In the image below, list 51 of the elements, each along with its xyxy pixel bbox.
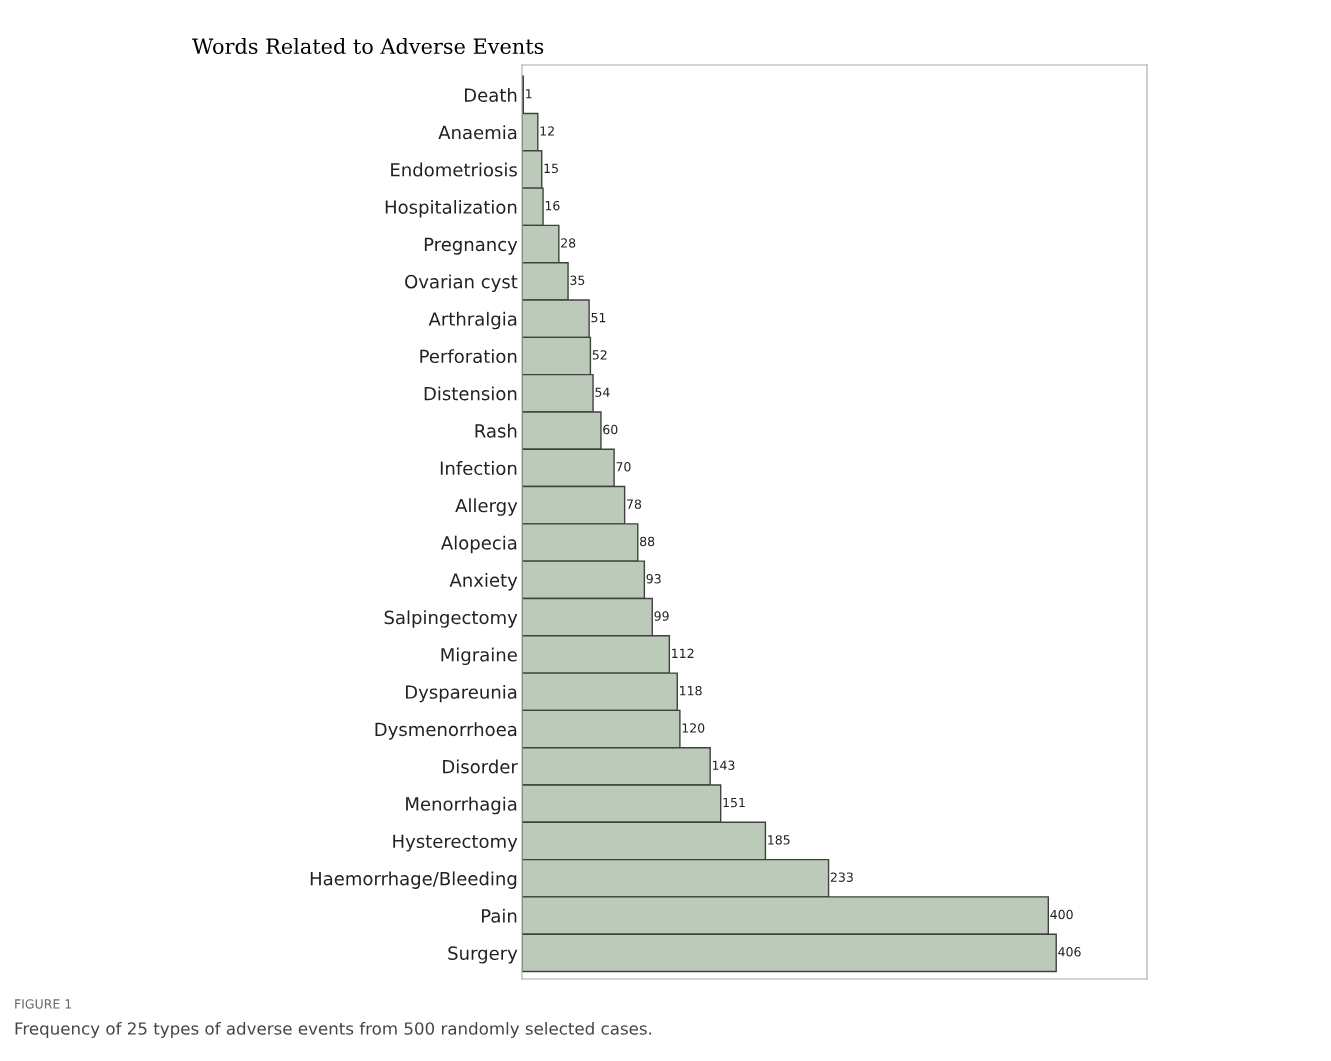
data-label: 120: [682, 723, 705, 733]
y-tick-label: Allergy: [455, 498, 518, 516]
y-tick-label: Haemorrhage/Bleeding: [310, 871, 517, 889]
data-label: 1: [526, 89, 532, 99]
data-label: 400: [1050, 909, 1073, 920]
data-label: 70: [616, 462, 631, 472]
y-tick-label: Surgery: [448, 946, 518, 964]
data-label: 151: [723, 798, 745, 808]
caption: FIGURE 1: [15, 999, 72, 1009]
text: Frequency of 25 types of adverse events from 500 randomly selected cases.: [15, 1021, 652, 1039]
data-label: 93: [646, 574, 661, 584]
y-tick-label: Distension: [424, 386, 517, 401]
data-label: 78: [627, 499, 642, 509]
y-tick-label: Dyspareunia: [405, 684, 517, 703]
y-tick-label: Menorrhagia: [406, 796, 517, 815]
y-tick-label: Anaemia: [438, 125, 517, 140]
y-tick-label: Hysterectomy: [393, 834, 518, 852]
data-label: 35: [570, 275, 585, 285]
data-label: 54: [595, 387, 610, 397]
y-tick-label: Death: [465, 87, 517, 102]
data-label: 118: [680, 685, 702, 696]
data-label: 185: [768, 835, 790, 845]
chart-title: Words Related to Adverse Events: [192, 37, 544, 55]
y-tick-label: Infection: [440, 461, 517, 476]
data-label: 12: [540, 126, 554, 136]
y-tick-label: Rash: [475, 423, 517, 438]
data-label: 60: [603, 424, 618, 435]
data-label: 28: [561, 238, 576, 248]
y-tick-label: Ovarian cyst: [405, 274, 518, 292]
data-label: 112: [672, 648, 694, 658]
data-label: 15: [544, 163, 558, 174]
y-tick-label: Disorder: [443, 759, 518, 774]
data-label: 51: [591, 313, 606, 323]
data-label: 143: [712, 760, 735, 770]
y-tick-label: Arthralgia: [428, 311, 517, 330]
y-tick-label: Dysmenorrhoea: [375, 722, 517, 740]
y-tick-label: Migraine: [441, 647, 517, 666]
y-tick-label: Endometriosis: [391, 162, 517, 177]
data-label: 16: [545, 200, 560, 211]
y-tick-label: Perforation: [420, 349, 517, 364]
y-tick-label: Alopecia: [440, 535, 517, 554]
y-tick-label: Anxiety: [449, 572, 518, 591]
data-label: 406: [1058, 947, 1081, 957]
y-tick-label: Hospitalization: [385, 199, 517, 218]
data-label: 52: [592, 350, 607, 360]
data-label: 233: [830, 872, 853, 882]
data-label: 99: [654, 611, 669, 621]
data-label: 88: [640, 536, 655, 547]
y-tick-label: Pregnancy: [424, 237, 518, 255]
y-tick-label: Salpingectomy: [384, 610, 518, 628]
y-tick-label: Pain: [482, 908, 517, 923]
